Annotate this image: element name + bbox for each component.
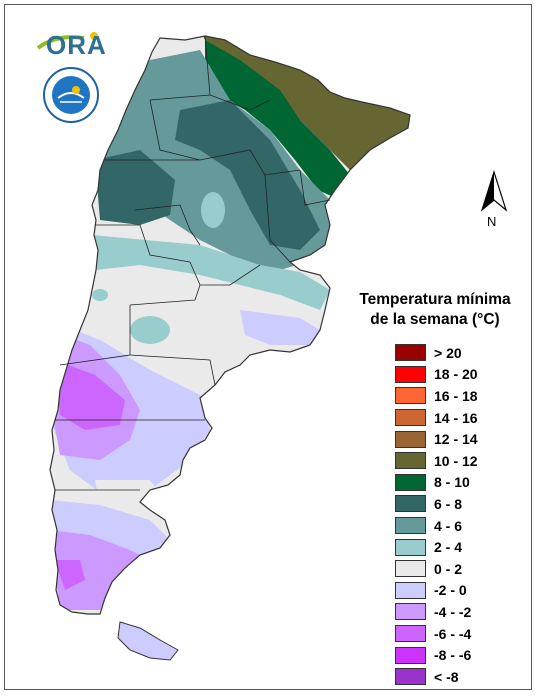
legend-item: 18 - 20 bbox=[395, 364, 525, 386]
legend-item: -2 - 0 bbox=[395, 580, 525, 602]
legend-swatch bbox=[395, 409, 426, 427]
legend-swatch bbox=[395, 387, 426, 405]
legend-label: 12 - 14 bbox=[434, 431, 478, 448]
ora-logo: ORA bbox=[36, 30, 106, 60]
legend-swatch bbox=[395, 646, 426, 664]
legend-label: 6 - 8 bbox=[434, 495, 463, 512]
legend-label: 4 - 6 bbox=[434, 517, 463, 534]
legend-swatch bbox=[395, 430, 426, 448]
ora-logo-text: ORA bbox=[46, 30, 107, 60]
legend-swatch bbox=[395, 517, 426, 535]
legend-item: -4 - -2 bbox=[395, 601, 525, 623]
legend-item: 6 - 8 bbox=[395, 493, 525, 515]
legend-swatch bbox=[395, 365, 426, 383]
legend-label: 14 - 16 bbox=[434, 409, 478, 426]
legend-item: 4 - 6 bbox=[395, 515, 525, 537]
legend-swatch bbox=[395, 452, 426, 470]
tierra-del-fuego bbox=[117, 621, 179, 661]
legend-swatch bbox=[395, 581, 426, 599]
temperature-zones bbox=[50, 36, 410, 610]
legend: Temperatura mínima de la semana (°C) > 2… bbox=[345, 290, 525, 688]
legend-swatch bbox=[395, 625, 426, 643]
legend-swatch bbox=[395, 603, 426, 621]
legend-list: > 20 18 - 20 16 - 18 14 - 16 12 - 14 10 - 12 8… bbox=[395, 342, 525, 688]
north-label: N bbox=[487, 214, 497, 229]
legend-label: -6 - -4 bbox=[434, 625, 472, 642]
legend-swatch bbox=[395, 560, 426, 578]
legend-swatch bbox=[395, 668, 426, 686]
legend-title-line1: Temperatura mínima bbox=[359, 291, 511, 308]
legend-label: 8 - 10 bbox=[434, 474, 470, 491]
legend-label: 10 - 12 bbox=[434, 452, 478, 469]
smn-seal-icon bbox=[43, 67, 99, 123]
legend-swatch bbox=[395, 495, 426, 513]
legend-item: 8 - 10 bbox=[395, 472, 525, 494]
legend-item: 16 - 18 bbox=[395, 385, 525, 407]
legend-label: -8 - -6 bbox=[434, 647, 472, 664]
legend-swatch bbox=[395, 473, 426, 491]
legend-item: -8 - -6 bbox=[395, 644, 525, 666]
legend-label: 18 - 20 bbox=[434, 366, 478, 383]
legend-item: < -8 bbox=[395, 666, 525, 688]
legend-label: -2 - 0 bbox=[434, 582, 467, 599]
legend-label: 0 - 2 bbox=[434, 560, 463, 577]
ora-swoosh-icon bbox=[36, 32, 98, 50]
legend-item: 14 - 16 bbox=[395, 407, 525, 429]
legend-label: -4 - -2 bbox=[434, 603, 472, 620]
legend-item: -6 - -4 bbox=[395, 623, 525, 645]
legend-item: 0 - 2 bbox=[395, 558, 525, 580]
legend-label: 16 - 18 bbox=[434, 387, 478, 404]
legend-swatch bbox=[395, 538, 426, 556]
legend-item: 10 - 12 bbox=[395, 450, 525, 472]
legend-title-line2: de la semana (°C) bbox=[370, 311, 500, 328]
legend-item: 12 - 14 bbox=[395, 428, 525, 450]
legend-swatch bbox=[395, 344, 426, 362]
north-arrow: N bbox=[478, 170, 510, 232]
north-arrow-icon bbox=[480, 170, 508, 212]
legend-item: > 20 bbox=[395, 342, 525, 364]
legend-label: > 20 bbox=[434, 344, 462, 361]
legend-label: < -8 bbox=[434, 668, 459, 685]
smn-seal bbox=[42, 66, 100, 124]
province-borders bbox=[55, 35, 331, 491]
legend-label: 2 - 4 bbox=[434, 539, 463, 556]
legend-item: 2 - 4 bbox=[395, 536, 525, 558]
